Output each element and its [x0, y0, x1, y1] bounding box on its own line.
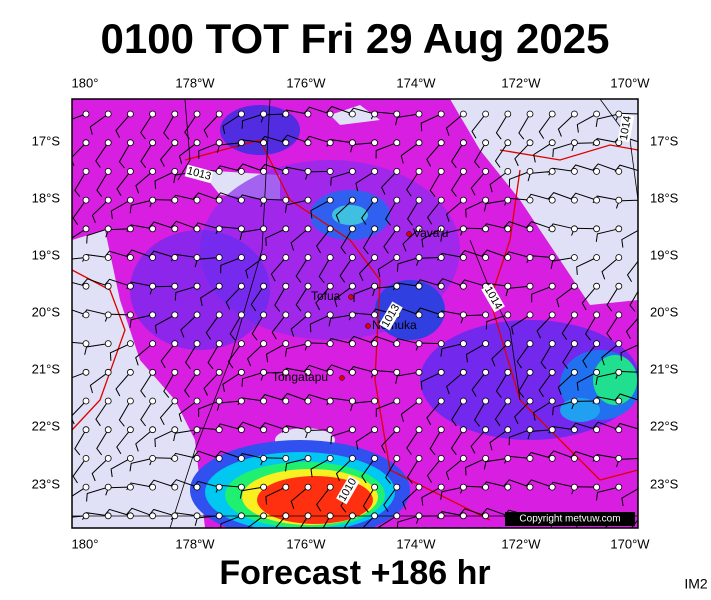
lat-label-left: 21°S: [32, 361, 61, 376]
lat-label-left: 18°S: [32, 190, 61, 205]
place-label: Tongatapu: [272, 370, 328, 384]
place-dot: [348, 294, 354, 300]
isobar-label-bg: [617, 113, 635, 143]
lat-label-right: 21°S: [650, 361, 679, 376]
lat-label-left: 19°S: [32, 247, 61, 262]
lon-label-bottom: 178°W: [175, 536, 215, 551]
lon-label-bottom: 172°W: [501, 536, 541, 551]
place-dot: [365, 323, 371, 329]
lon-label-top: 176°W: [286, 75, 326, 90]
lat-label-right: 19°S: [650, 247, 679, 262]
lat-label-left: 22°S: [32, 418, 61, 433]
lon-label-bottom: 180°: [72, 536, 99, 551]
lat-label-right: 22°S: [650, 418, 679, 433]
lon-label-bottom: 174°W: [396, 536, 436, 551]
lon-label-top: 172°W: [501, 75, 541, 90]
lat-label-right: 17°S: [650, 133, 679, 148]
wind-barbs: [72, 105, 638, 528]
wind-stations: [82, 110, 638, 520]
lon-label-bottom: 170°W: [610, 536, 650, 551]
isobar-label-bg: [481, 283, 505, 313]
lat-label-left: 20°S: [32, 304, 61, 319]
image-code: IM2: [684, 576, 708, 592]
forecast-label: Forecast +186 hr: [219, 554, 490, 592]
map-field: [72, 99, 638, 528]
lat-label-left: 17°S: [32, 133, 61, 148]
isobar-label: 1014: [618, 115, 634, 141]
lon-label-top: 180°: [72, 75, 99, 90]
lon-label-bottom: 176°W: [286, 536, 326, 551]
title: 0100 TOT Fri 29 Aug 2025: [101, 15, 610, 62]
place-label: Tofua: [311, 289, 341, 303]
isobar-label-bg: [184, 164, 214, 184]
copyright-box: [505, 512, 635, 526]
lat-label-right: 18°S: [650, 190, 679, 205]
isobar-label-bg: [379, 301, 403, 331]
lat-label-right: 23°S: [650, 476, 679, 491]
isobar-label-bg: [336, 475, 360, 505]
map-frame: [71, 98, 639, 529]
lat-label-left: 23°S: [32, 476, 61, 491]
lon-label-top: 170°W: [610, 75, 650, 90]
copyright: Copyright metvuw.com: [519, 514, 620, 525]
lon-label-top: 174°W: [396, 75, 436, 90]
place-label: Vava'u: [413, 226, 448, 240]
lon-label-top: 178°W: [175, 75, 215, 90]
place-dot: [406, 231, 412, 237]
place-dot: [339, 375, 345, 381]
lat-label-right: 20°S: [650, 304, 679, 319]
